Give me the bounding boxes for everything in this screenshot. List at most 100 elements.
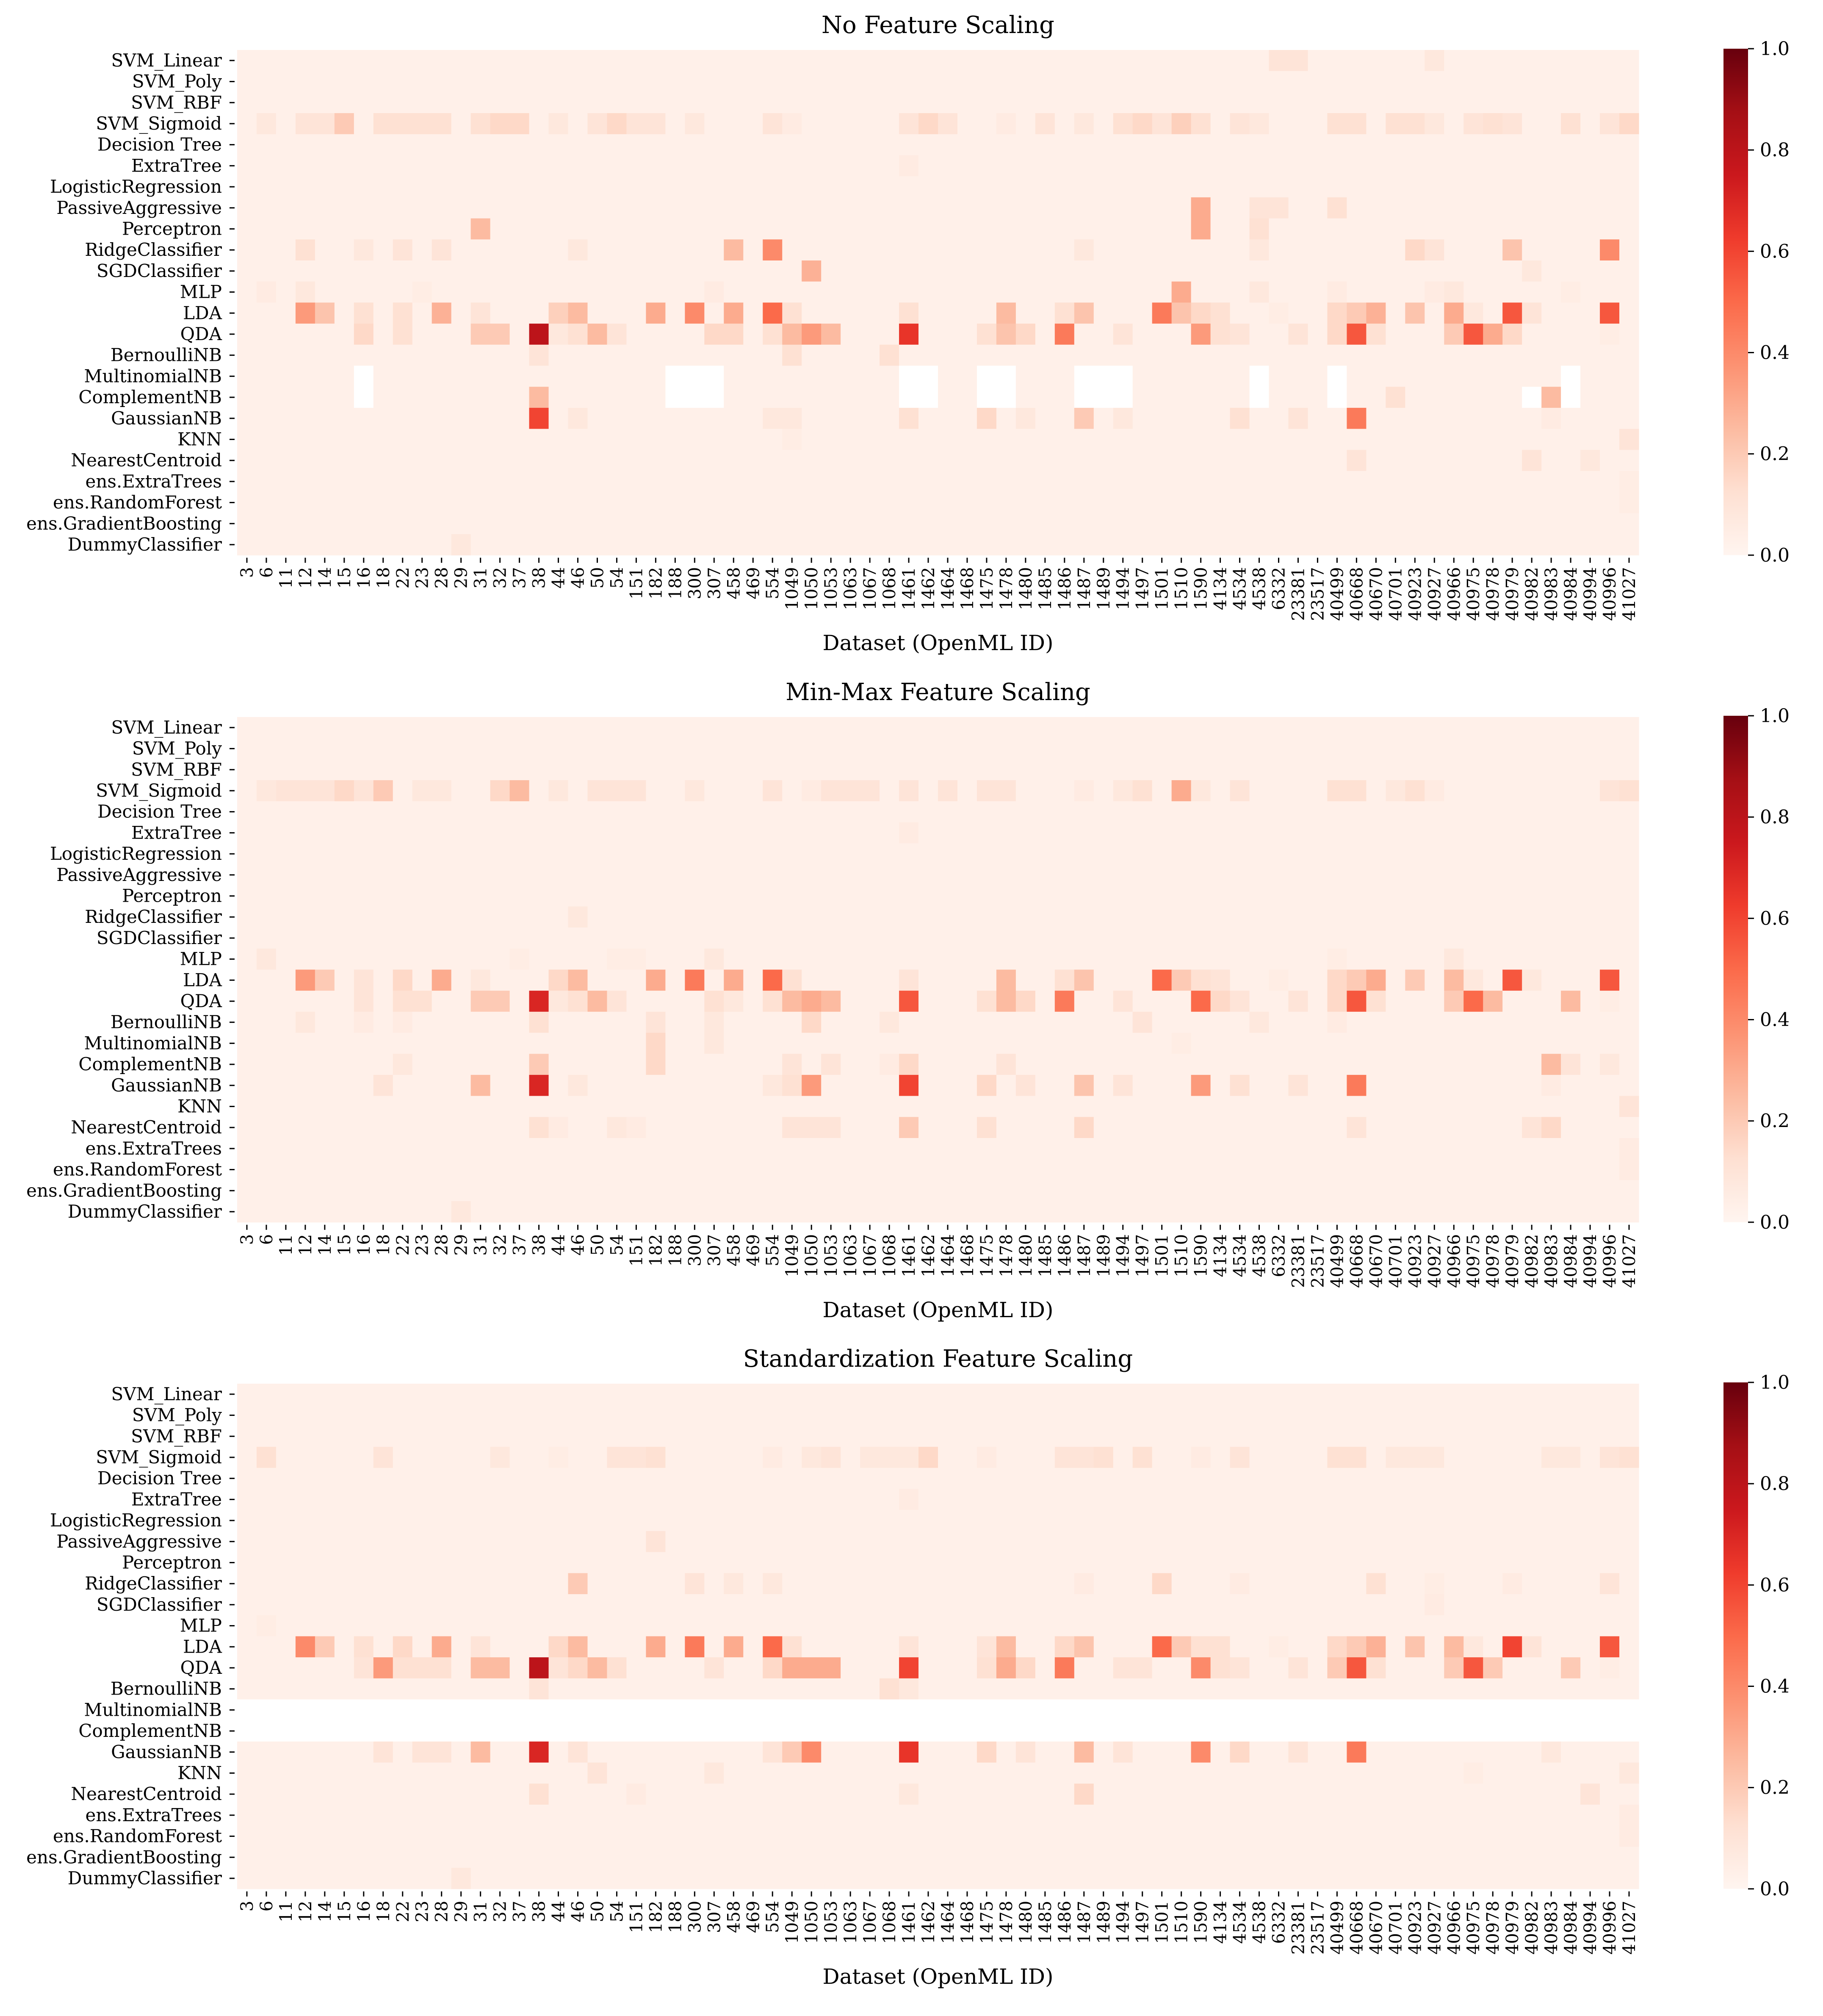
heatmap-cell-mlp-1063 — [841, 948, 860, 970]
heatmap-cell-ens-randomforest-554 — [763, 492, 783, 513]
heatmap-cell-knn-1494 — [1113, 429, 1133, 450]
heatmap-cell-decision-tree-4534 — [1230, 801, 1250, 823]
heatmap-cell-multinomialnb-22 — [393, 366, 413, 387]
heatmap-cell-perceptron-1049 — [782, 1552, 802, 1573]
heatmap-cell-multinomialnb-18 — [373, 1033, 393, 1054]
heatmap-cell-svm-rbf-1464 — [938, 92, 958, 114]
heatmap-cell-ens-randomforest-40982 — [1522, 1159, 1542, 1180]
heatmap-cell-mlp-1468 — [957, 948, 977, 970]
heatmap-cell-passiveaggressive-46 — [568, 197, 588, 219]
heatmap-cell-knn-1510 — [1171, 1096, 1192, 1117]
heatmap-cell-ridgeclassifier-40978 — [1483, 1573, 1503, 1595]
heatmap-cell-passiveaggressive-32 — [490, 1531, 510, 1553]
heatmap-cell-passiveaggressive-6332 — [1269, 1531, 1289, 1553]
heatmap-cell-decision-tree-40923 — [1405, 1468, 1425, 1490]
heatmap-cell-svm-sigmoid-307 — [704, 1447, 724, 1468]
heatmap-cell-multinomialnb-458 — [724, 366, 744, 387]
heatmap-cell-svm-sigmoid-300 — [685, 1447, 705, 1468]
heatmap-cell-logisticregression-6 — [256, 1510, 277, 1531]
heatmap-cell-ens-gradientboosting-31 — [470, 1180, 491, 1202]
heatmap-cell-passiveaggressive-54 — [607, 864, 627, 886]
heatmap-cell-mlp-1049 — [782, 1615, 802, 1637]
heatmap-cell-svm-rbf-54 — [607, 92, 627, 114]
heatmap-cell-svm-poly-6332 — [1269, 738, 1289, 759]
heatmap-cell-lda-1478 — [996, 302, 1016, 324]
heatmap-cell-qda-1478 — [996, 1657, 1016, 1679]
x-tick-label: 151 — [627, 1234, 646, 1266]
heatmap-cell-sgdclassifier-40923 — [1405, 1594, 1425, 1616]
heatmap-cell-ridgeclassifier-40984 — [1561, 1573, 1581, 1595]
heatmap-cell-svm-poly-1487 — [1074, 738, 1094, 759]
heatmap-cell-knn-32 — [490, 429, 510, 450]
heatmap-cell-nearestcentroid-3 — [237, 1117, 257, 1138]
heatmap-cell-svm-sigmoid-23381 — [1288, 113, 1308, 135]
heatmap-cell-mlp-1067 — [860, 1615, 880, 1637]
heatmap-cell-dummyclassifier-554 — [763, 1201, 783, 1223]
heatmap-cell-ridgeclassifier-40975 — [1463, 1573, 1483, 1595]
heatmap-cell-ens-randomforest-40979 — [1502, 492, 1522, 513]
heatmap-cell-ridgeclassifier-6 — [256, 1573, 277, 1595]
x-tick-label: 31 — [471, 567, 491, 589]
heatmap-cell-mlp-1494 — [1113, 281, 1133, 303]
x-tick-label: 1462 — [919, 567, 938, 610]
heatmap-cell-decision-tree-4534 — [1230, 134, 1250, 156]
heatmap-cell-ens-extratrees-469 — [743, 1138, 763, 1160]
heatmap-cell-qda-37 — [509, 324, 530, 345]
heatmap-cell-decision-tree-554 — [763, 801, 783, 823]
heatmap-cell-extratree-50 — [587, 1489, 608, 1510]
heatmap-cell-passiveaggressive-4134 — [1210, 197, 1231, 219]
heatmap-cell-svm-rbf-1063 — [841, 1426, 860, 1447]
heatmap-cell-qda-4534 — [1230, 324, 1250, 345]
heatmap-cell-passiveaggressive-40975 — [1463, 864, 1483, 886]
heatmap-cell-complementnb-1462 — [918, 387, 938, 408]
x-tick-label: 1063 — [841, 1234, 860, 1277]
heatmap-cell-perceptron-18 — [373, 885, 393, 907]
heatmap-cell-gaussiannb-40975 — [1463, 407, 1483, 429]
heatmap-cell-svm-linear-22 — [393, 1384, 413, 1405]
heatmap-cell-perceptron-4134 — [1210, 1552, 1231, 1573]
heatmap-cell-sgdclassifier-23381 — [1288, 928, 1308, 949]
heatmap-cell-sgdclassifier-469 — [743, 1594, 763, 1616]
heatmap-cell-mlp-14 — [315, 948, 335, 970]
heatmap-cell-bernoullinb-6332 — [1269, 344, 1289, 366]
heatmap-cell-logisticregression-23 — [412, 843, 432, 865]
heatmap-cell-ens-gradientboosting-31 — [470, 513, 491, 534]
x-tick-label: 4538 — [1250, 567, 1270, 610]
heatmap-cell-dummyclassifier-6332 — [1269, 1201, 1289, 1223]
heatmap-cell-svm-rbf-300 — [685, 1426, 705, 1447]
x-tick-label: 458 — [724, 1234, 744, 1266]
heatmap-cell-svm-rbf-1510 — [1171, 92, 1192, 114]
heatmap-cell-passiveaggressive-18 — [373, 864, 393, 886]
heatmap-cell-logisticregression-1510 — [1171, 1510, 1192, 1531]
heatmap-cell-lda-4134 — [1210, 969, 1231, 991]
heatmap-cell-lda-50 — [587, 1636, 608, 1658]
heatmap-cell-logisticregression-1485 — [1035, 1510, 1055, 1531]
heatmap-cell-logisticregression-31 — [470, 1510, 491, 1531]
heatmap-cell-svm-poly-40701 — [1386, 1404, 1405, 1426]
heatmap-cell-decision-tree-6 — [256, 1468, 277, 1490]
heatmap-cell-decision-tree-1063 — [841, 1468, 860, 1490]
heatmap-cell-svm-rbf-44 — [548, 92, 569, 114]
heatmap-cell-multinomialnb-54 — [607, 1033, 627, 1054]
heatmap-cell-ens-gradientboosting-40983 — [1541, 1180, 1561, 1202]
x-tick-label: 1063 — [841, 567, 860, 610]
heatmap-cell-lda-40923 — [1405, 302, 1425, 324]
heatmap-cell-bernoullinb-44 — [548, 1678, 569, 1700]
heatmap-cell-ridgeclassifier-1494 — [1113, 1573, 1133, 1595]
heatmap-cell-extratree-22 — [393, 822, 413, 844]
heatmap-cell-logisticregression-15 — [334, 1510, 354, 1531]
heatmap-cell-perceptron-1462 — [918, 218, 938, 240]
heatmap-cell-extratree-4534 — [1230, 822, 1250, 844]
heatmap-cell-qda-1053 — [821, 1657, 841, 1679]
x-tick-label: 32 — [491, 567, 510, 589]
heatmap-cell-bernoullinb-6 — [256, 1678, 277, 1700]
heatmap-cell-complementnb-6 — [256, 387, 277, 408]
heatmap-cell-qda-40668 — [1347, 324, 1367, 345]
heatmap-cell-svm-rbf-40982 — [1522, 1426, 1542, 1447]
heatmap-cell-dummyclassifier-14 — [315, 1201, 335, 1223]
heatmap-cell-logisticregression-40984 — [1561, 176, 1581, 198]
x-tick-label: 1478 — [997, 567, 1016, 610]
heatmap-cell-ridgeclassifier-1063 — [841, 239, 860, 261]
heatmap-cell-nearestcentroid-40923 — [1405, 450, 1425, 471]
heatmap-cell-dummyclassifier-1501 — [1152, 1201, 1172, 1223]
